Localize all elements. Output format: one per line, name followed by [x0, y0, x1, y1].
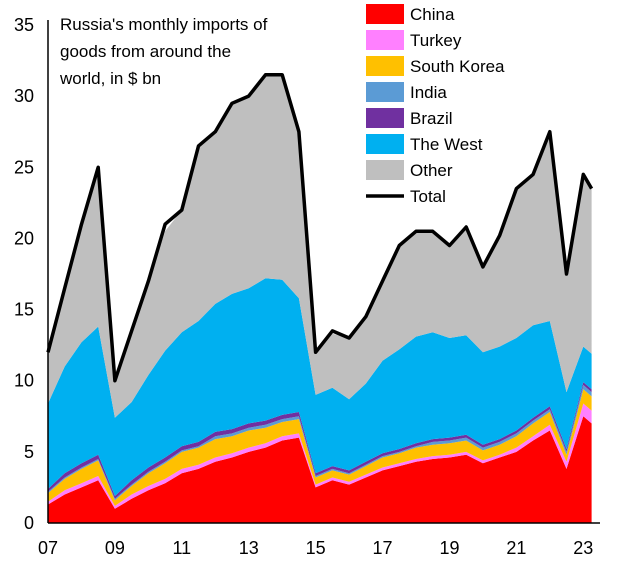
x-tick-label: 13 — [239, 538, 259, 558]
legend-item-other: Other — [366, 160, 453, 180]
x-tick-label: 15 — [306, 538, 326, 558]
legend-label: Turkey — [410, 31, 462, 50]
y-tick-label: 35 — [14, 15, 34, 35]
title-line-1: Russia's monthly imports of — [60, 15, 268, 34]
x-tick-label: 11 — [172, 538, 191, 558]
legend-swatch — [366, 82, 404, 102]
x-tick-label: 17 — [373, 538, 393, 558]
legend: China Turkey South Korea India Brazil The Wes… — [366, 4, 505, 206]
title-line-3: world, in $ bn — [59, 69, 161, 88]
legend-item-brazil: Brazil — [366, 108, 453, 128]
area-china — [48, 416, 592, 523]
legend-swatch — [366, 134, 404, 154]
area-other — [48, 74, 592, 418]
y-tick-label: 10 — [14, 371, 34, 391]
y-tick-label: 25 — [14, 157, 34, 177]
legend-item-turkey: Turkey — [366, 30, 462, 50]
tick-labels: 0 5 10 15 20 25 30 35 07 09 11 13 15 17 19 21 23 — [14, 15, 593, 558]
x-tick-label: 21 — [506, 538, 526, 558]
area-south-korea — [48, 389, 592, 506]
stacked-area-layer — [48, 74, 592, 523]
legend-label: Brazil — [410, 109, 453, 128]
y-tick-label: 5 — [24, 442, 34, 462]
chart-title: Russia's monthly imports of goods from a… — [59, 15, 268, 88]
y-tick-label: 0 — [24, 513, 34, 533]
legend-label: Other — [410, 161, 453, 180]
x-tick-label: 19 — [439, 538, 459, 558]
area-the-west — [48, 278, 592, 496]
legend-label: The West — [410, 135, 483, 154]
axes — [47, 20, 600, 524]
x-tick-label: 23 — [573, 538, 593, 558]
legend-swatch — [366, 30, 404, 50]
legend-item-china: China — [366, 4, 455, 24]
y-tick-label: 20 — [14, 228, 34, 248]
legend-label: China — [410, 5, 455, 24]
legend-item-total: Total — [366, 187, 446, 206]
legend-item-the-west: The West — [366, 134, 483, 154]
legend-label: Total — [410, 187, 446, 206]
legend-swatch — [366, 56, 404, 76]
y-tick-label: 15 — [14, 300, 34, 320]
x-tick-label: 07 — [38, 538, 58, 558]
legend-item-india: India — [366, 82, 447, 102]
legend-label: India — [410, 83, 447, 102]
title-line-2: goods from around the — [60, 42, 231, 61]
legend-swatch — [366, 4, 404, 24]
line-total — [46, 73, 594, 383]
legend-item-south-korea: South Korea — [366, 56, 505, 76]
legend-label: South Korea — [410, 57, 505, 76]
x-tick-label: 09 — [105, 538, 125, 558]
total-line-layer — [46, 73, 594, 383]
legend-swatch — [366, 108, 404, 128]
y-tick-label: 30 — [14, 86, 34, 106]
legend-swatch — [366, 160, 404, 180]
